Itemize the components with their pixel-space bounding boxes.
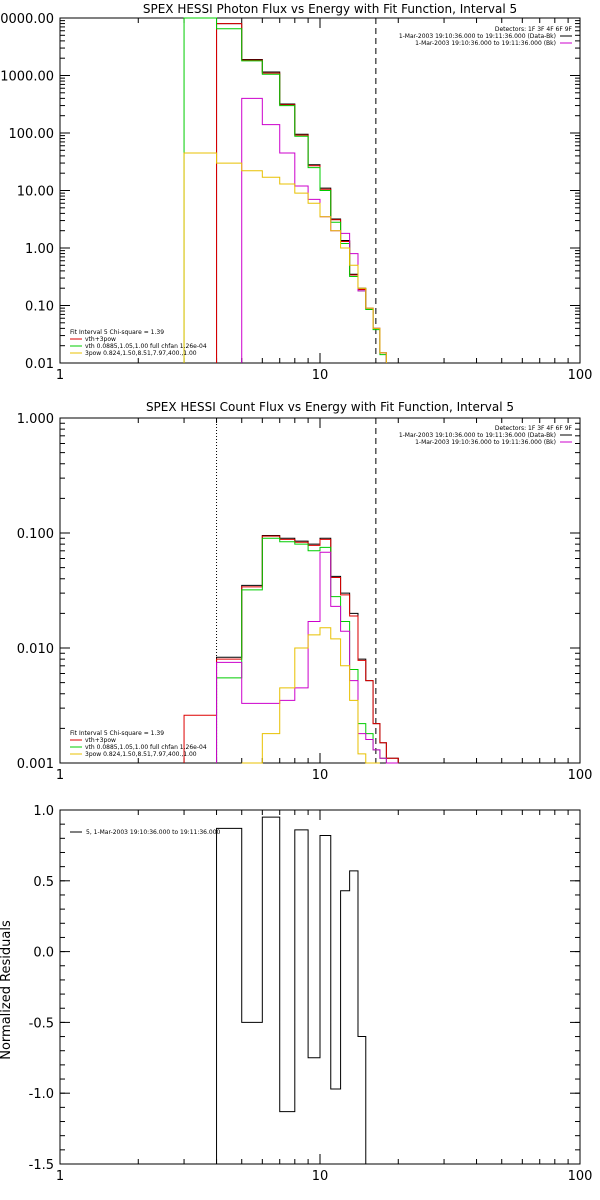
residuals-panel: Normalized Residuals 1 10 100 -1.5 -1.0 -0.5 0… xyxy=(0,804,592,1184)
detectors-line: Detectors: 1F 3F 4F 6F 9F xyxy=(495,26,573,33)
photon-flux-ticks: 1 10 100 0.01 0.10 1.00 10.00 100.00 1000.00 1000… xyxy=(0,12,592,383)
bk-line: 1-Mar-2003 19:10:36.000 to 19:11:36.000 … xyxy=(415,40,556,47)
photon-flux-fit-legend: Fit Interval 5 Chi-square = 1.39 vth+3po… xyxy=(70,329,207,357)
residuals-series xyxy=(216,816,367,1164)
detectors-line: Detectors: 1F 3F 4F 6F 9F xyxy=(495,425,573,432)
count-flux-panel: SPEX HESSI Count Flux vs Energy with Fit… xyxy=(17,400,593,783)
y-tick-label: 1.000 xyxy=(17,412,54,427)
fit-line-1: vth+3pow xyxy=(85,737,116,744)
x-tick-label: 10 xyxy=(312,368,329,383)
fit-line-3: 3pow 0.824,1.50,8.51,7.97,400.,1.00 xyxy=(85,751,197,758)
x-tick-label: 1 xyxy=(56,368,64,383)
x-tick-label: 10 xyxy=(312,768,329,783)
data-bk-line: 1-Mar-2003 19:10:36.000 to 19:11:36.000 … xyxy=(399,432,556,439)
fit-line-0: Fit Interval 5 Chi-square = 1.39 xyxy=(70,730,164,737)
series-3-histogram xyxy=(241,97,387,363)
y-tick-label: 10000.00 xyxy=(0,12,54,27)
fit-line-2: vth 0.0885,1.05,1.00 full chfan 1.26e-04 xyxy=(85,744,207,751)
residuals-legend: 5, 1-Mar-2003 19:10:36.000 to 19:11:36.0… xyxy=(70,829,221,836)
residuals-ylabel: Normalized Residuals xyxy=(0,920,14,1060)
y-tick-label: 1.0 xyxy=(33,804,54,819)
bk-line: 1-Mar-2003 19:10:36.000 to 19:11:36.000 … xyxy=(415,439,556,446)
photon-flux-header: Detectors: 1F 3F 4F 6F 9F 1-Mar-2003 19:… xyxy=(399,26,573,47)
count-flux-header: Detectors: 1F 3F 4F 6F 9F 1-Mar-2003 19:… xyxy=(399,425,573,446)
x-tick-label: 1 xyxy=(56,768,64,783)
count-flux-fit-legend: Fit Interval 5 Chi-square = 1.39 vth+3po… xyxy=(70,730,207,758)
x-tick-label: 100 xyxy=(568,768,593,783)
fit-line-3: 3pow 0.824,1.50,8.51,7.97,400.,1.00 xyxy=(85,350,197,357)
y-tick-label: 0.10 xyxy=(25,300,54,315)
photon-flux-vlines xyxy=(216,18,377,363)
x-tick-label: 1 xyxy=(56,1169,64,1184)
y-tick-label: 0.010 xyxy=(17,642,54,657)
y-tick-label: 10.00 xyxy=(17,185,54,200)
count-flux-series xyxy=(183,535,399,764)
y-tick-label: 1.00 xyxy=(25,242,54,257)
photon-flux-title: SPEX HESSI Photon Flux vs Energy with Fi… xyxy=(143,2,517,16)
residuals-legend-text: 5, 1-Mar-2003 19:10:36.000 to 19:11:36.0… xyxy=(86,829,221,836)
y-tick-label: 0.01 xyxy=(25,357,54,372)
count-flux-title: SPEX HESSI Count Flux vs Energy with Fit… xyxy=(146,400,514,414)
x-tick-label: 10 xyxy=(312,1169,329,1184)
series-0-histogram xyxy=(216,535,399,763)
series-4-histogram xyxy=(241,627,380,764)
series-2-histogram xyxy=(183,17,387,363)
y-tick-label: 100.00 xyxy=(9,127,55,142)
photon-flux-series xyxy=(183,17,387,363)
y-tick-label: 0.0 xyxy=(33,946,54,961)
y-tick-label: 0.100 xyxy=(17,527,54,542)
residuals-ticks: 1 10 100 -1.5 -1.0 -0.5 0.0 0.5 1.0 xyxy=(29,804,593,1184)
y-tick-label: -1.0 xyxy=(29,1087,54,1102)
y-tick-label: 0.5 xyxy=(33,875,54,890)
series-2-histogram xyxy=(216,537,399,764)
data-bk-line: 1-Mar-2003 19:10:36.000 to 19:11:36.000 … xyxy=(399,33,556,40)
count-flux-vlines xyxy=(216,418,377,763)
y-tick-label: 1000.00 xyxy=(0,70,54,85)
fit-line-1: vth+3pow xyxy=(85,336,116,343)
y-tick-label: -0.5 xyxy=(29,1016,54,1031)
series-0-histogram xyxy=(216,816,367,1164)
fit-line-2: vth 0.0885,1.05,1.00 full chfan 1.26e-04 xyxy=(85,343,207,350)
x-tick-label: 100 xyxy=(568,1169,593,1184)
svg-text:Normalized Residuals: Normalized Residuals xyxy=(0,920,14,1060)
y-tick-label: -1.5 xyxy=(29,1158,54,1173)
photon-flux-panel: SPEX HESSI Photon Flux vs Energy with Fi… xyxy=(0,2,592,383)
y-tick-label: 0.001 xyxy=(17,757,54,772)
fit-line-0: Fit Interval 5 Chi-square = 1.39 xyxy=(70,329,164,336)
series-3-histogram xyxy=(216,551,399,764)
x-tick-label: 100 xyxy=(568,368,593,383)
count-flux-ticks: 1 10 100 0.001 0.010 0.100 1.000 xyxy=(17,412,593,783)
series-4-histogram xyxy=(183,152,387,363)
